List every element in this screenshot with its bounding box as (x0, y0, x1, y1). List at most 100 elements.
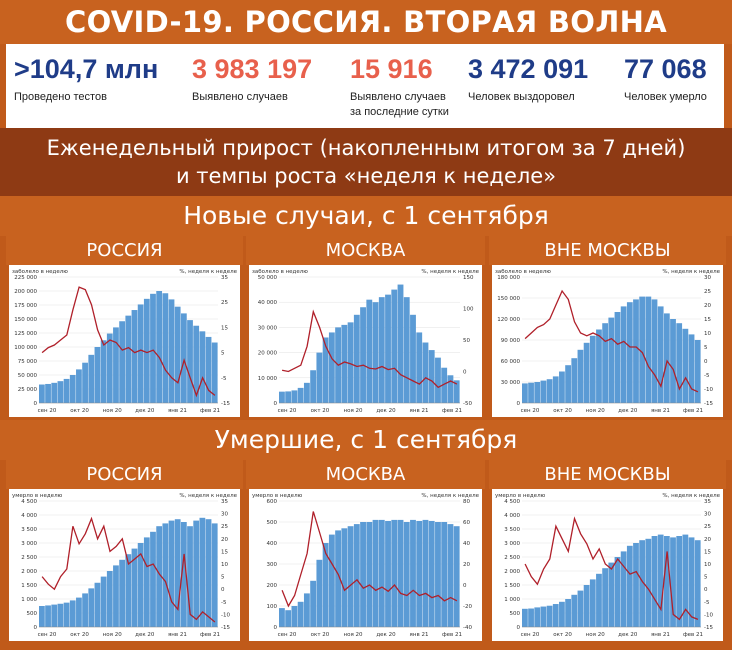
y2-tick-label: 100 (463, 307, 474, 313)
y-tick-label: 30 000 (501, 380, 521, 386)
bar (416, 332, 423, 403)
stat-0: >104,7 млн Проведено тестов (14, 52, 158, 105)
bar (211, 342, 218, 403)
x-tick-label: фев 21 (200, 408, 220, 414)
stat-label: Человек умерло (624, 91, 707, 103)
y2-tick-label: 15 (221, 549, 228, 555)
y2-tick-label: 25 (704, 524, 711, 530)
y-tick-label: 2 500 (21, 555, 37, 561)
y2-tick-label: 20 (463, 562, 470, 568)
bar (663, 536, 670, 627)
bar (193, 520, 200, 627)
stat-value: 15 916 (350, 54, 433, 84)
bar (322, 543, 329, 627)
bar (552, 604, 559, 627)
bar (360, 307, 366, 403)
bar (162, 523, 169, 627)
bar (552, 376, 559, 403)
y2-tick-label: 25 (221, 524, 228, 530)
bar (94, 582, 101, 627)
x-tick-label: ноя 20 (586, 632, 606, 638)
y-tick-label: 75 000 (18, 359, 38, 365)
y-tick-label: 200 000 (14, 289, 37, 295)
bar (651, 536, 658, 627)
bar (119, 559, 126, 627)
bar (193, 325, 200, 403)
bar (626, 302, 633, 403)
chart-svg: заболело в неделю %, неделя к неделе 0 30 0… (495, 269, 721, 414)
y-tick-label: 20 000 (258, 351, 278, 357)
panel-title: МОСКВА (246, 460, 485, 489)
bar (435, 357, 441, 403)
stat-label: Выявлено случаев (192, 91, 288, 103)
bar (76, 369, 82, 403)
chart-panel: заболело в неделю %, неделя к неделе 0 30 0… (492, 265, 723, 417)
growth-line (281, 309, 458, 389)
y-tick-label: 50 000 (18, 373, 38, 379)
y-tick-label: 60 000 (501, 359, 521, 365)
x-tick-label: дек 20 (135, 632, 155, 638)
bar (528, 382, 534, 403)
y-tick-label: 0 (517, 401, 521, 407)
y-tick-label: 0 (517, 625, 521, 631)
panel-title: ВНЕ МОСКВЫ (489, 460, 726, 489)
y2-tick-label: 10 (704, 331, 711, 337)
y2-tick-label: -10 (221, 612, 230, 618)
y-tick-label: 3 000 (504, 541, 520, 547)
subtitle-line-1: Еженедельный прирост (накопленным итогом… (46, 136, 686, 160)
x-tick-label: фев 21 (200, 632, 220, 638)
x-tick-label: янв 21 (168, 632, 187, 638)
bar (100, 576, 107, 627)
stat-value: 77 068 (624, 54, 707, 84)
y2-tick-label: -15 (221, 401, 230, 407)
bar (88, 354, 95, 403)
stat-label: Проведено тестов (14, 91, 107, 103)
x-tick-label: ноя 20 (103, 408, 123, 414)
y2-tick-label: 5 (704, 345, 708, 351)
y2-tick-label: -10 (704, 612, 713, 618)
bar (577, 590, 584, 627)
bar (106, 571, 113, 627)
y-tick-label: 180 000 (497, 275, 520, 281)
bar (435, 522, 441, 627)
y2-tick-label: -20 (463, 604, 472, 610)
bar (328, 534, 335, 627)
right-axis-label: %, неделя к неделе (179, 493, 237, 499)
y-tick-label: 120 000 (497, 317, 520, 323)
y2-tick-label: 10 (704, 562, 711, 568)
bar (106, 333, 113, 403)
x-tick-label: янв 21 (410, 632, 429, 638)
y-tick-label: 1 000 (504, 597, 520, 603)
bar (614, 312, 621, 403)
x-tick-label: фев 21 (683, 632, 703, 638)
x-tick-label: дек 20 (376, 408, 396, 414)
y2-tick-label: 0 (463, 370, 467, 376)
y-tick-label: 0 (34, 625, 38, 631)
y2-tick-label: -50 (463, 401, 472, 407)
bar (403, 522, 410, 627)
bar (143, 298, 150, 403)
y2-tick-label: 15 (704, 317, 711, 323)
y-tick-label: 300 (267, 562, 278, 568)
bar (676, 536, 683, 627)
y-tick-label: 150 000 (497, 296, 520, 302)
bar (626, 545, 633, 627)
bar (199, 517, 206, 627)
chart-panel: умерло в неделю%, неделя к неделе 0 100 200… (249, 489, 482, 641)
bar (589, 579, 596, 627)
y2-tick-label: 5 (704, 575, 708, 581)
bar (45, 383, 51, 403)
bar (565, 365, 571, 403)
y2-tick-label: 5 (221, 351, 225, 357)
right-axis-label: %, неделя к неделе (179, 269, 237, 275)
bar (341, 324, 348, 403)
bar (39, 606, 45, 627)
y-tick-label: 2 500 (504, 555, 520, 561)
bar (82, 362, 88, 403)
y2-tick-label: 20 (221, 537, 228, 543)
bar (608, 562, 615, 627)
bar (150, 531, 156, 627)
bar (372, 519, 379, 627)
y-tick-label: 2 000 (504, 569, 520, 575)
growth-line (41, 516, 216, 623)
